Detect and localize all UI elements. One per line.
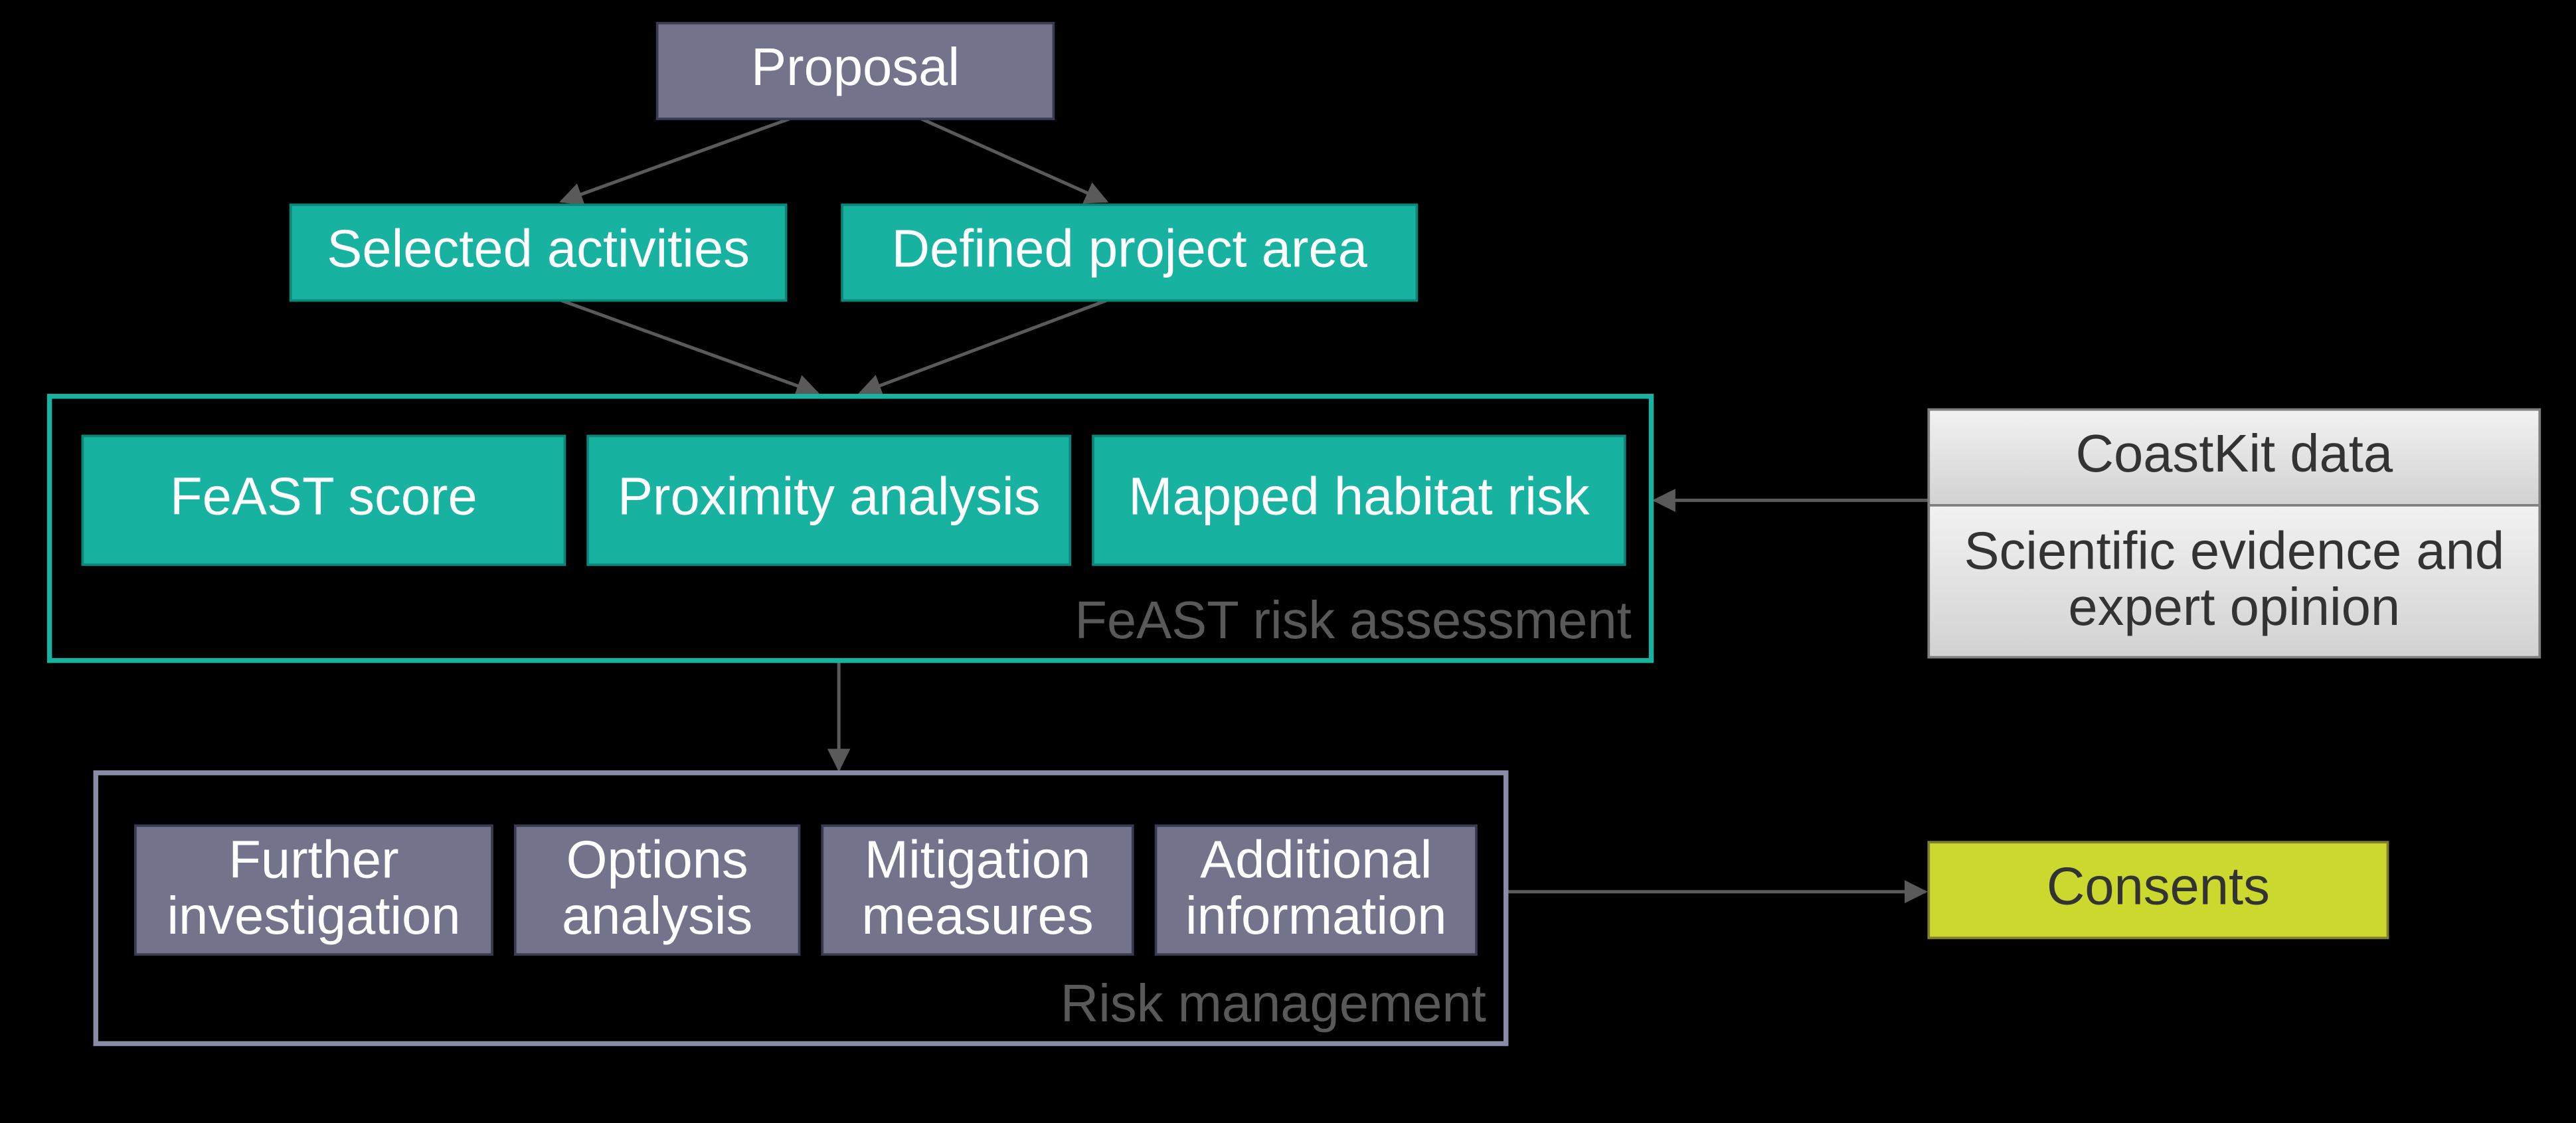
- risk-container-label: Risk management: [1061, 974, 1486, 1033]
- mitigation-label-1: Mitigation: [865, 829, 1090, 889]
- further-label-1: Further: [228, 829, 398, 889]
- habitat-label: Mapped habitat risk: [1128, 466, 1589, 525]
- options-label-1: Options: [566, 829, 748, 889]
- evidence-label-2: expert opinion: [2068, 577, 2400, 636]
- proximity-label: Proximity analysis: [618, 466, 1041, 525]
- further-label-2: investigation: [167, 886, 460, 945]
- feast-container-label: FeAST risk assessment: [1074, 590, 1631, 649]
- options-label-2: analysis: [562, 886, 752, 945]
- feast_score-label: FeAST score: [170, 466, 477, 525]
- mitigation-label-2: measures: [861, 886, 1093, 945]
- consents-label: Consents: [2047, 856, 2270, 915]
- additional-label-2: information: [1185, 886, 1447, 945]
- coastkit-label: CoastKit data: [2076, 424, 2393, 483]
- evidence-label-1: Scientific evidence and: [1964, 521, 2504, 580]
- proposal-label: Proposal: [751, 37, 960, 96]
- area-label: Defined project area: [892, 218, 1368, 278]
- additional-label-1: Additional: [1200, 829, 1432, 889]
- activities-label: Selected activities: [327, 218, 750, 278]
